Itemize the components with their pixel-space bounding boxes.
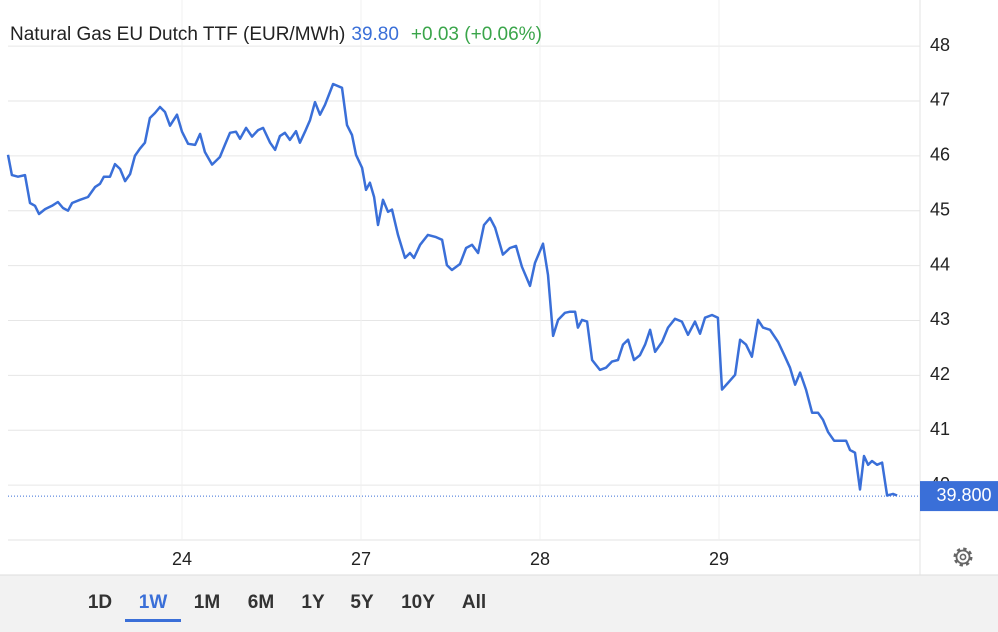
gear-teeth [953,547,973,567]
x-tick-label: 24 [172,549,192,569]
y-tick-label: 47 [930,90,950,110]
x-tick-label: 29 [709,549,729,569]
x-tick-label: 27 [351,549,371,569]
x-tick-label: 28 [530,549,550,569]
y-tick-label: 42 [930,364,950,384]
range-button[interactable]: 5Y [350,592,374,613]
y-tick-label: 41 [930,419,950,439]
gear-body [955,549,971,565]
y-tick-label: 44 [930,254,950,274]
y-tick-label: 45 [930,199,950,219]
gear-hole [959,553,967,561]
plot: 4041424344454647482427282939.800 [6,0,998,569]
range-button[interactable]: All [462,592,486,613]
y-tick-label: 48 [930,35,950,55]
range-button[interactable]: 10Y [401,592,435,613]
range-button[interactable]: 6M [248,592,274,613]
range-button[interactable]: 1D [88,592,112,613]
last-price-box [920,481,998,512]
range-bar [0,575,998,632]
header: Natural Gas EU Dutch TTF (EUR/MWh) 39.80 +… [10,24,542,45]
range-button[interactable]: 1M [194,592,220,613]
range-underline [125,619,181,622]
range-button[interactable]: 1Y [301,592,325,613]
last-price-axis-label: 39.800 [936,485,991,505]
price-change: +0.03 (+0.06%) [411,24,542,45]
settings-icon[interactable] [953,547,973,567]
y-tick-label: 46 [930,145,950,165]
price-line [6,82,898,497]
y-tick-label: 43 [930,309,950,329]
last-price: 39.80 [351,24,399,45]
range-button[interactable]: 1W [139,592,168,613]
chart-title: Natural Gas EU Dutch TTF (EUR/MWh) [10,24,345,45]
